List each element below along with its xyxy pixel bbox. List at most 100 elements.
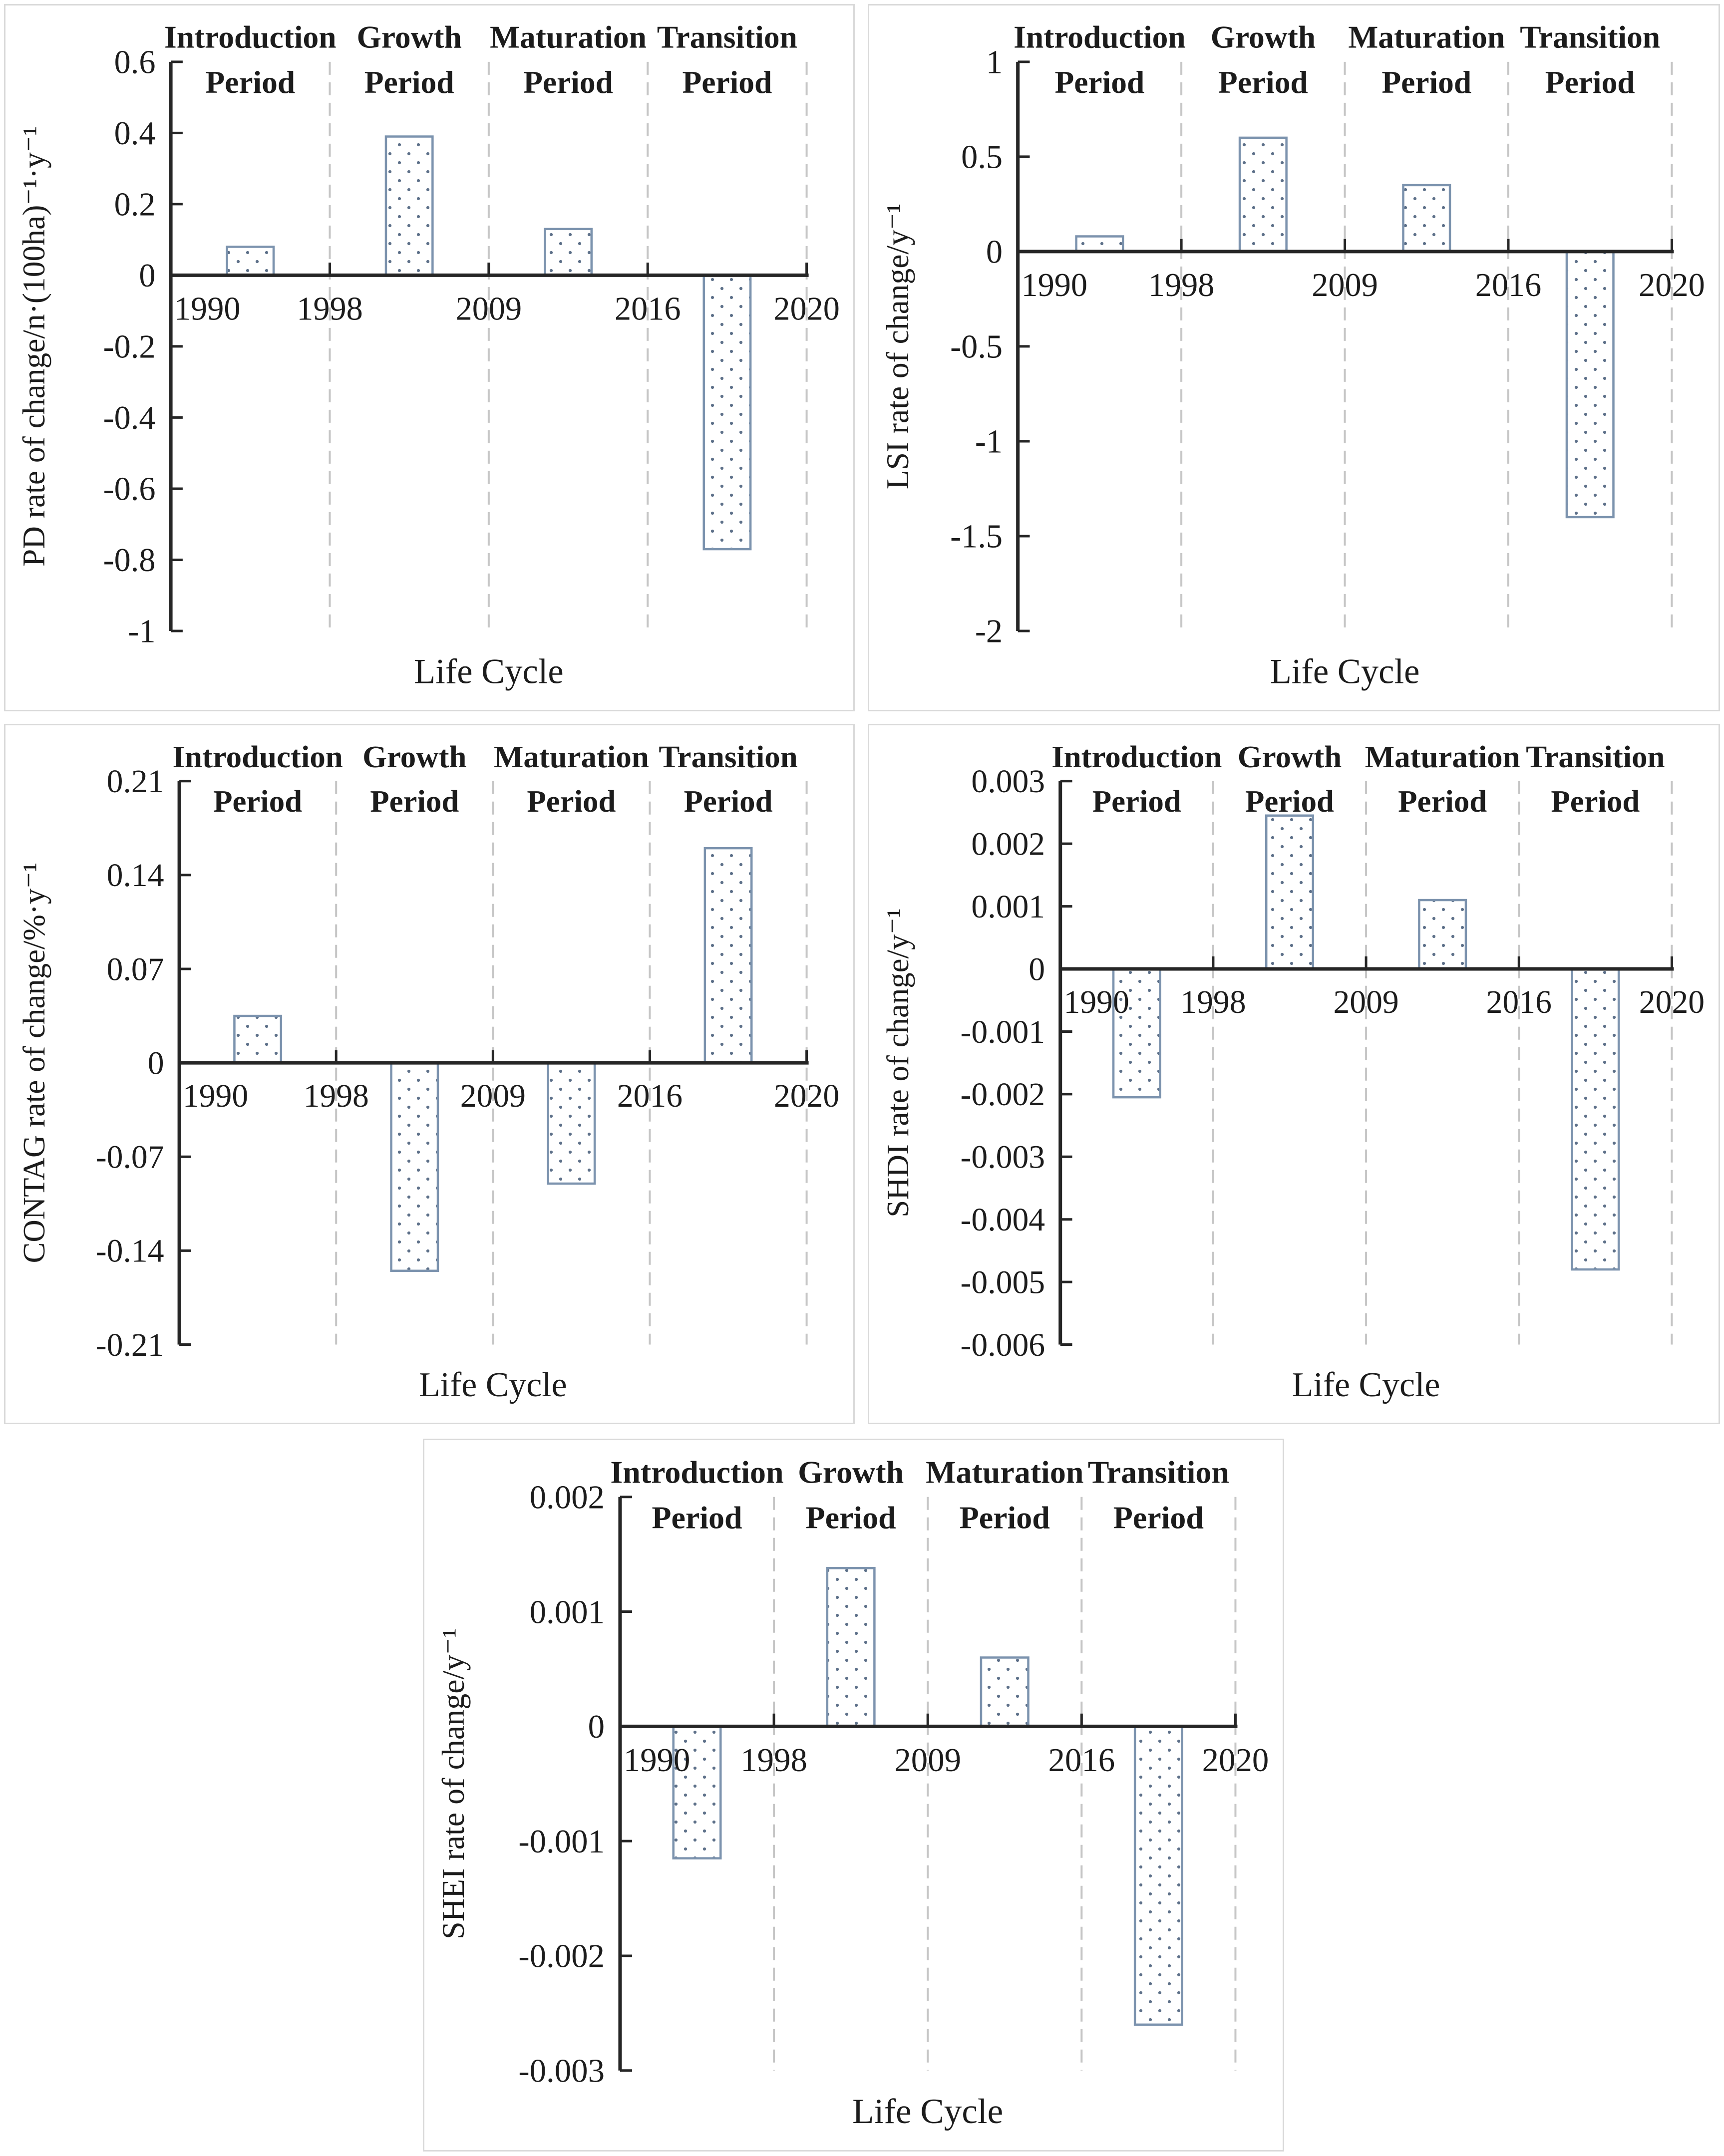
period-label-transition-line1: Transition xyxy=(1520,19,1660,55)
period-label-introduction-line1: Introduction xyxy=(164,19,337,55)
y-tick-label: 0.001 xyxy=(971,889,1045,925)
x-axis-title: Life Cycle xyxy=(414,652,564,691)
period-label-growth-line2: Period xyxy=(364,64,454,100)
bar-maturation-period xyxy=(547,1061,596,1185)
period-label-maturation-line2: Period xyxy=(960,1500,1050,1535)
bar-transition-period xyxy=(1133,1725,1183,2026)
y-tick-label: -1 xyxy=(128,614,155,650)
bar-growth-period xyxy=(1265,814,1315,970)
period-label-maturation-line2: Period xyxy=(1381,64,1471,100)
x-tick-label: 1998 xyxy=(740,1742,807,1779)
panel-shdi-chart: 0.003 0.002 0.001 0 -0.001 -0.002 -0.003 -0.004… xyxy=(868,724,1720,1424)
y-tick-label: -0.002 xyxy=(518,1938,605,1975)
y-tick-label: -0.2 xyxy=(103,328,156,365)
y-tick-label: -2 xyxy=(975,614,1003,650)
x-axis-title: Life Cycle xyxy=(852,2092,1003,2131)
y-tick-label: 0.4 xyxy=(114,115,156,152)
lsi-rate-of-change-chart: 1 0.5 0 -0.5 -1 -1.5 -2 1990 1998 2009 2016 2020 Int… xyxy=(880,19,1705,691)
x-tick-label: 2009 xyxy=(460,1078,526,1114)
bar-maturation-period xyxy=(980,1656,1030,1728)
period-label-introduction-line1: Introduction xyxy=(610,1454,783,1490)
x-tick-label: 2020 xyxy=(1639,267,1705,304)
y-tick-label: -0.002 xyxy=(961,1076,1045,1113)
bar-growth-period xyxy=(384,135,434,277)
period-label-transition-line1: Transition xyxy=(659,739,797,774)
y-axis-title: SHDI rate of change/y⁻¹ xyxy=(880,908,915,1217)
x-tick-label: 2020 xyxy=(1639,984,1705,1020)
panel-contag-chart: 0.21 0.14 0.07 0 -0.07 -0.14 -0.21 1990 1998 2009… xyxy=(4,724,855,1424)
bar-maturation-period xyxy=(1418,899,1467,970)
x-tick-label: 2020 xyxy=(1202,1742,1269,1779)
y-tick-label: -0.6 xyxy=(103,471,156,507)
period-label-growth-line2: Period xyxy=(1245,784,1334,819)
x-tick-label: 2009 xyxy=(1312,267,1378,304)
y-tick-label: 0.07 xyxy=(107,951,164,987)
panel-lsi-chart: 1 0.5 0 -0.5 -1 -1.5 -2 1990 1998 2009 2016 2020 Int… xyxy=(868,4,1720,711)
y-tick-label: -0.14 xyxy=(96,1233,164,1269)
x-tick-label: 2016 xyxy=(1475,267,1542,304)
y-tick-label: -0.003 xyxy=(961,1139,1045,1176)
bar-introduction-period xyxy=(672,1725,722,1859)
y-axis-title: PD rate of change/n·(100ha)⁻¹·y⁻¹ xyxy=(16,126,51,567)
bar-introduction-period xyxy=(226,246,275,277)
y-tick-label: 0.2 xyxy=(114,186,156,223)
y-tick-label: -1 xyxy=(975,423,1003,460)
y-tick-label: 0 xyxy=(148,1045,164,1081)
bar-transition-period xyxy=(1565,250,1615,519)
y-tick-label: 0.001 xyxy=(530,1593,605,1630)
y-tick-label: -0.005 xyxy=(961,1264,1045,1300)
y-tick-label: -0.001 xyxy=(518,1823,605,1860)
x-tick-label: 2016 xyxy=(1486,984,1552,1020)
x-tick-label: 1990 xyxy=(183,1078,248,1114)
bar-transition-period xyxy=(1571,967,1620,1271)
y-tick-label: 0.003 xyxy=(971,763,1045,800)
period-label-transition-line2: Period xyxy=(684,784,773,819)
period-label-transition-line2: Period xyxy=(1551,784,1640,819)
bar-growth-period xyxy=(826,1566,876,1728)
period-label-maturation-line2: Period xyxy=(523,64,613,100)
y-axis-title: LSI rate of change/y⁻¹ xyxy=(880,204,915,490)
period-label-maturation-line2: Period xyxy=(527,784,616,819)
y-tick-label: -0.003 xyxy=(518,2052,605,2089)
x-tick-label: 2009 xyxy=(1333,984,1398,1020)
x-tick-label: 1990 xyxy=(174,291,241,327)
x-tick-label: 1990 xyxy=(1064,984,1129,1020)
y-tick-label: -0.001 xyxy=(961,1014,1045,1050)
y-tick-label: 0.21 xyxy=(107,763,164,800)
period-label-transition-line1: Transition xyxy=(1088,1454,1229,1490)
period-label-transition-line2: Period xyxy=(1113,1500,1204,1535)
y-axis-title: CONTAG rate of change/%·y⁻¹ xyxy=(16,863,51,1263)
contag-rate-of-change-chart: 0.21 0.14 0.07 0 -0.07 -0.14 -0.21 1990 1998 2009… xyxy=(16,739,839,1404)
bar-transition-period xyxy=(702,274,752,551)
period-label-introduction-line1: Introduction xyxy=(173,739,343,774)
shei-rate-of-change-chart: 0.002 0.001 0 -0.001 -0.002 -0.003 1990 1998 200… xyxy=(435,1454,1269,2131)
period-label-growth-line2: Period xyxy=(806,1500,896,1535)
x-tick-label: 1998 xyxy=(304,1078,369,1114)
bar-growth-period xyxy=(1238,136,1288,253)
period-label-growth-line1: Growth xyxy=(1238,739,1342,774)
period-label-transition-line1: Transition xyxy=(1526,739,1665,774)
x-tick-label: 1998 xyxy=(1180,984,1246,1020)
x-tick-label: 2016 xyxy=(617,1078,683,1114)
period-label-transition-line2: Period xyxy=(1545,64,1635,100)
period-label-maturation-line2: Period xyxy=(1398,784,1487,819)
period-label-introduction-line1: Introduction xyxy=(1014,19,1186,55)
x-tick-label: 2016 xyxy=(615,291,681,327)
y-tick-label: -0.4 xyxy=(103,400,156,436)
y-tick-label: 0.14 xyxy=(107,857,164,894)
y-tick-label: -0.8 xyxy=(103,542,156,579)
y-tick-label: 0 xyxy=(986,234,1003,270)
x-axis-title: Life Cycle xyxy=(1292,1366,1440,1404)
x-tick-label: 2020 xyxy=(773,291,840,327)
x-tick-label: 1990 xyxy=(1021,267,1087,304)
bar-introduction-period xyxy=(233,1014,283,1064)
y-tick-label: 0 xyxy=(139,258,155,294)
period-label-growth-line2: Period xyxy=(370,784,459,819)
period-label-growth-line1: Growth xyxy=(798,1454,904,1490)
x-axis-title: Life Cycle xyxy=(1270,652,1420,691)
panel-shei-chart: 0.002 0.001 0 -0.001 -0.002 -0.003 1990 1998 200… xyxy=(423,1439,1284,2152)
y-tick-label: -0.5 xyxy=(950,328,1003,365)
y-tick-label: 0 xyxy=(1029,951,1045,987)
period-label-introduction-line2: Period xyxy=(213,784,302,819)
period-label-growth-line1: Growth xyxy=(362,739,466,774)
